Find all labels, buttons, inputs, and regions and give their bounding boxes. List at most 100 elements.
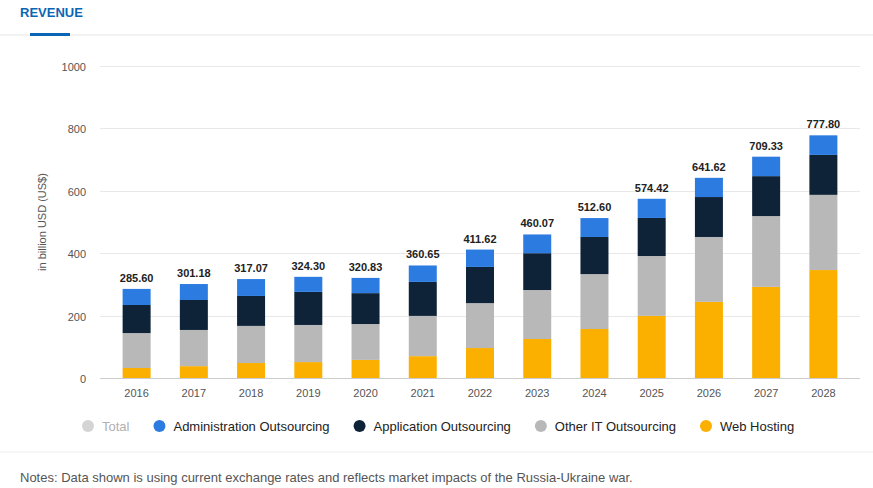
bar-segment [237,296,265,326]
legend-marker [700,420,712,432]
note: Notes: Data shown is using current excha… [20,470,633,485]
grid-line [100,128,860,129]
bar-segment [695,197,723,237]
total-label: 301.18 [177,267,211,279]
x-tick-label: 2023 [525,387,549,399]
bar-segment [180,366,208,378]
total-label: 320.83 [349,261,383,273]
bar-segment [638,316,666,378]
bar-segment [237,279,265,296]
bar-segment [752,287,780,378]
total-label: 512.60 [578,201,612,213]
total-label: 411.62 [463,233,496,245]
legend-label: Other IT Outsourcing [555,419,676,434]
bar-segment [638,199,666,218]
x-tick-label: 2020 [353,387,377,399]
total-label: 360.65 [406,248,440,260]
bars [123,135,838,378]
bar-segment [580,237,608,274]
bar-segment [752,157,780,176]
total-label: 574.42 [635,182,669,194]
bar-segment [352,324,380,360]
legend-marker [535,420,547,432]
bar-segment [294,362,322,378]
x-tick-label: 2025 [639,387,663,399]
bar-segment [752,216,780,287]
title: REVENUE [20,5,83,20]
bar-segment [695,178,723,197]
bar-segment [409,265,437,281]
bar-segment [523,234,551,253]
legend-marker [354,420,366,432]
bar-segment [237,363,265,378]
bar-segment [638,256,666,316]
grid-line [100,66,860,67]
bar-segment [294,292,322,325]
grid-line [100,378,860,379]
total-label: 317.07 [234,262,268,274]
bar-segment [123,305,151,333]
bar-segment [180,284,208,300]
bar-segment [638,218,666,256]
title-underline [30,33,70,36]
x-tick-label: 2024 [582,387,606,399]
total-label: 324.30 [291,260,325,272]
bar-segment [580,274,608,329]
total-label: 709.33 [749,140,783,152]
bar-segment [580,329,608,378]
bar-segment [523,290,551,339]
y-axis-label: in billion USD (US$) [36,173,48,271]
bar-segment [180,300,208,330]
bar-segment [466,303,494,348]
bar-segment [809,155,837,195]
y-tick-label: 600 [68,186,86,198]
bar-segment [294,277,322,292]
bar-segment [352,293,380,324]
total-label: 777.80 [807,118,841,130]
bar-segment [409,316,437,356]
total-label: 460.07 [520,217,554,229]
bar-segment [294,325,322,362]
bar-segment [409,282,437,316]
footer-rule [0,452,873,453]
y-tick-label: 1000 [62,61,86,73]
grid-line [100,191,860,192]
bar-segment [523,253,551,290]
legend-marker [82,420,94,432]
legend-label: Web Hosting [720,419,794,434]
y-tick-label: 400 [68,248,86,260]
legend-label: Application Outsourcing [374,419,511,434]
bar-segment [352,278,380,293]
y-tick-label: 0 [80,373,86,385]
bar-segment [352,360,380,378]
bar-segment [523,339,551,378]
x-tick-label: 2017 [182,387,206,399]
x-tick-label: 2021 [411,387,435,399]
chart: REVENUE 0 200 400 600 800 1000 in billion USD (… [0,0,873,488]
bar-segment [180,330,208,366]
header-rule [0,35,873,36]
bar-segment [466,250,494,267]
y-tick-label: 800 [68,123,86,135]
bar-segment [466,267,494,303]
bar-segment [580,218,608,237]
x-tick-label: 2026 [697,387,721,399]
bar-segment [123,289,151,305]
bar-segment [466,348,494,378]
legend-marker [153,420,165,432]
bar-segment [409,356,437,378]
x-tick-label: 2028 [811,387,835,399]
x-tick-label: 2027 [754,387,778,399]
x-tick-label: 2019 [296,387,320,399]
x-tick-label: 2018 [239,387,263,399]
x-tick-label: 2022 [468,387,492,399]
bar-segment [695,237,723,302]
bar-segment [809,270,837,378]
total-label: 641.62 [692,161,726,173]
legend-label: Administration Outsourcing [173,419,329,434]
y-tick-label: 200 [68,311,86,323]
legend-label: Total [102,419,130,434]
bar-segment [809,195,837,270]
bar-segment [752,176,780,216]
bar-segment [809,135,837,155]
